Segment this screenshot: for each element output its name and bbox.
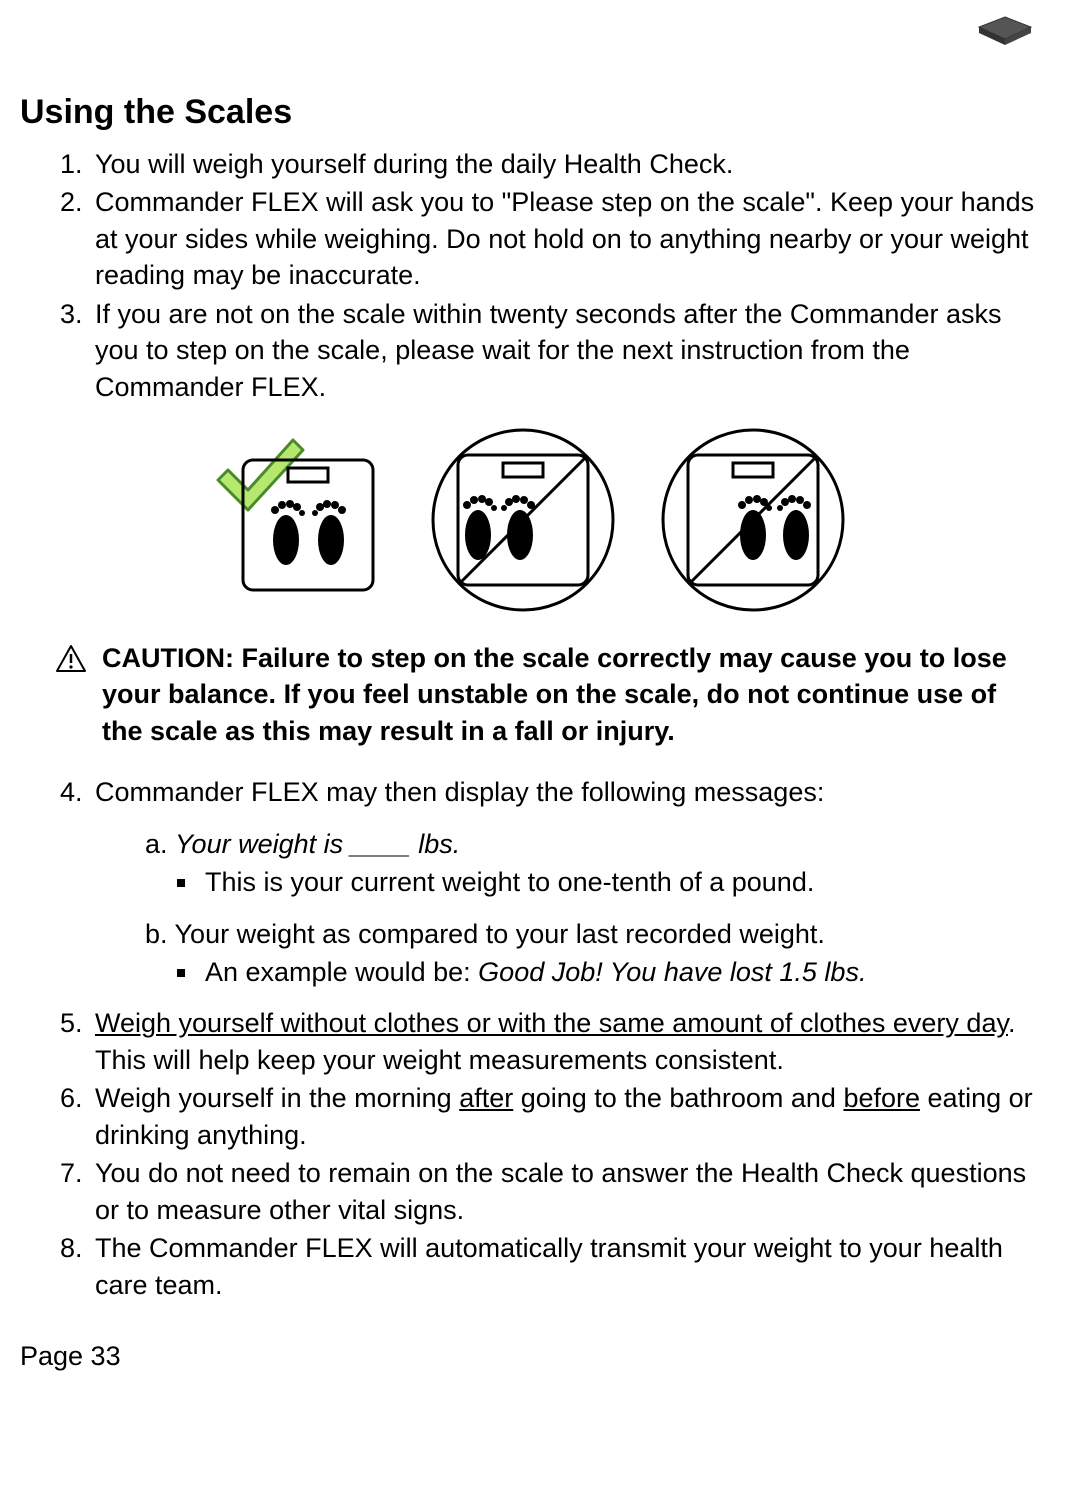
scale-wrong-left-icon bbox=[428, 425, 618, 615]
sub-a-bullet: This is your current weight to one-tenth… bbox=[200, 864, 1035, 900]
step-4: Commander FLEX may then display the foll… bbox=[90, 774, 1035, 990]
sub-a-text: Your weight is ____ lbs. bbox=[175, 829, 460, 859]
step-1: You will weigh yourself during the daily… bbox=[90, 146, 1035, 182]
sub-b-label: b. bbox=[145, 919, 175, 949]
instruction-list-cont: Commander FLEX may then display the foll… bbox=[50, 774, 1035, 1303]
step-7: You do not need to remain on the scale t… bbox=[90, 1155, 1035, 1228]
sub-b-text: Your weight as compared to your last rec… bbox=[175, 919, 825, 949]
step-4-text: Commander FLEX may then display the foll… bbox=[95, 777, 824, 807]
caution-text: CAUTION: Failure to step on the scale co… bbox=[102, 640, 1015, 749]
scale-diagrams bbox=[20, 425, 1035, 615]
step-8: The Commander FLEX will automatically tr… bbox=[90, 1230, 1035, 1303]
sub-b: b. Your weight as compared to your last … bbox=[145, 916, 1035, 991]
device-icon bbox=[975, 15, 1035, 64]
step-3: If you are not on the scale within twent… bbox=[90, 296, 1035, 405]
sub-b-bullet: An example would be: Good Job! You have … bbox=[200, 954, 1035, 990]
scale-correct-icon bbox=[208, 425, 388, 595]
step-6: Weigh yourself in the morning after goin… bbox=[90, 1080, 1035, 1153]
caution-icon bbox=[55, 644, 87, 683]
sub-a: a. Your weight is ____ lbs. This is your… bbox=[145, 826, 1035, 901]
page-heading: Using the Scales bbox=[20, 90, 1035, 136]
step-2: Commander FLEX will ask you to "Please s… bbox=[90, 184, 1035, 293]
instruction-list: You will weigh yourself during the daily… bbox=[50, 146, 1035, 405]
step-5: Weigh yourself without clothes or with t… bbox=[90, 1005, 1035, 1078]
scale-wrong-right-icon bbox=[658, 425, 848, 615]
page-number: Page 33 bbox=[20, 1338, 1035, 1374]
sub-a-label: a. bbox=[145, 829, 175, 859]
